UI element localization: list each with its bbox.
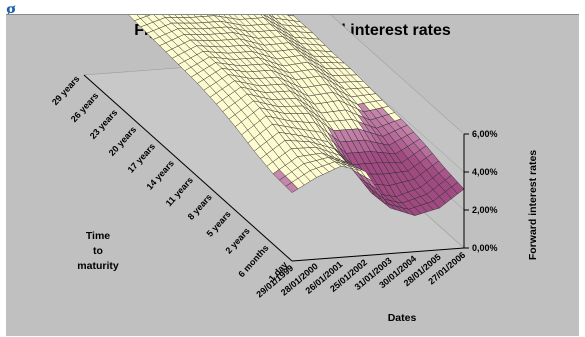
y-tick-label: 26 years xyxy=(69,91,101,124)
y-tick-label: 11 years xyxy=(164,175,195,208)
y-axis-title-line: to xyxy=(93,245,103,257)
y-tick-label: 29 years xyxy=(50,74,82,107)
y-tick-label: 8 years xyxy=(186,192,214,222)
z-tick-label: 4,00% xyxy=(472,167,498,177)
z-tick-label: 0,00% xyxy=(472,243,498,253)
z-tick-label: 6,00% xyxy=(472,129,498,139)
y-tick-label: 20 years xyxy=(107,124,139,157)
y-axis-title-line: Time xyxy=(86,230,110,242)
z-tick-label: 2,00% xyxy=(472,205,498,215)
y-axis-title-line: maturity xyxy=(77,260,119,272)
y-tick-label: 14 years xyxy=(144,158,176,191)
y-tick-label: 23 years xyxy=(88,107,120,140)
y-tick-label: 5 years xyxy=(205,209,233,239)
z-axis-title: Forward interest rates xyxy=(527,150,539,260)
y-tick-label: 2 years xyxy=(223,226,251,256)
surface-chart: 0,00%2,00%4,00%6,00%29/01/199928/01/2000… xyxy=(6,15,579,337)
y-tick-label: 6 months xyxy=(236,243,270,279)
x-axis-title: Dates xyxy=(388,312,417,324)
chart-frame: Figure 3: Estimated forward interest rat… xyxy=(6,14,579,336)
y-tick-label: 17 years xyxy=(126,141,158,174)
